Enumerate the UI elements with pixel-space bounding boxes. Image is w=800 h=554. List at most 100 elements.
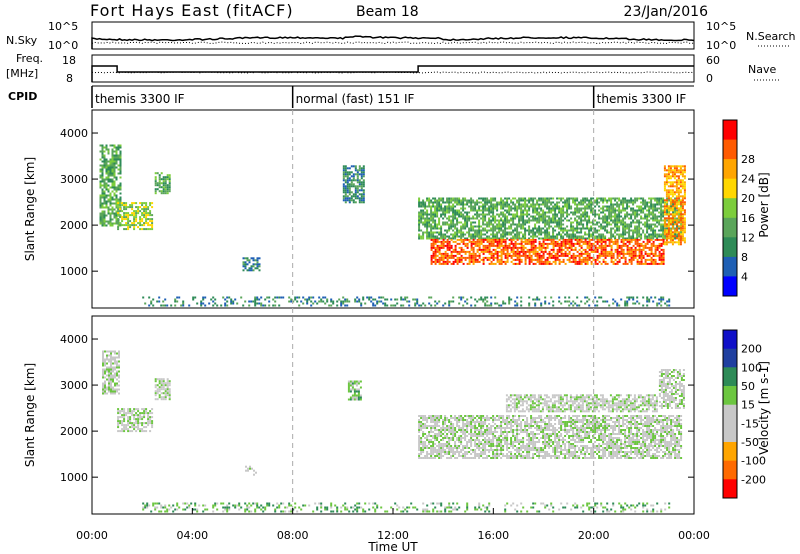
heatmap-cell <box>480 235 483 238</box>
heatmap-cell <box>602 260 605 263</box>
heatmap-cell <box>624 260 627 263</box>
heatmap-cell <box>654 233 657 236</box>
heatmap-cell <box>424 445 427 447</box>
heatmap-cell <box>528 233 531 236</box>
heatmap-cell <box>432 256 435 259</box>
heatmap-cell <box>492 197 495 200</box>
heatmap-cell <box>252 257 255 260</box>
heatmap-cell <box>110 368 112 371</box>
heatmap-cell <box>145 408 148 411</box>
heatmap-cell <box>560 225 563 228</box>
heatmap-cell <box>518 219 521 222</box>
heatmap-cell <box>430 219 433 222</box>
heatmap-cell <box>268 296 271 299</box>
heatmap-cell <box>675 185 678 188</box>
heatmap-cell <box>594 199 597 202</box>
heatmap-cell <box>422 237 425 240</box>
heatmap-cell <box>472 221 475 224</box>
heatmap-cell <box>256 259 259 262</box>
heatmap-cell <box>556 250 559 253</box>
heatmap-cell <box>538 215 541 218</box>
heatmap-cell <box>572 221 575 224</box>
heatmap-cell <box>452 221 455 224</box>
heatmap-cell <box>540 244 543 247</box>
heatmap-cell <box>119 182 122 185</box>
heatmap-cell <box>370 296 373 299</box>
heatmap-cell <box>628 248 631 251</box>
heatmap-cell <box>160 388 163 391</box>
heatmap-cell <box>260 302 263 305</box>
heatmap-cell <box>490 203 493 206</box>
heatmap-cell <box>440 244 443 247</box>
heatmap-cell <box>586 250 589 253</box>
heatmap-cell <box>448 229 451 232</box>
heatmap-cell <box>488 252 491 255</box>
heatmap-cell <box>608 207 611 210</box>
heatmap-cell <box>498 201 501 204</box>
heatmap-cell <box>308 296 311 299</box>
heatmap-cell <box>434 237 437 240</box>
heatmap-cell <box>478 221 481 224</box>
heatmap-cell <box>418 215 421 218</box>
heatmap-cell <box>436 260 439 263</box>
heatmap-cell <box>131 208 134 211</box>
heatmap-cell <box>614 248 617 251</box>
heatmap-cell <box>357 390 360 393</box>
heatmap-cell <box>448 242 451 245</box>
heatmap-cell <box>131 204 134 207</box>
heatmap-cell <box>508 233 511 236</box>
heatmap-cell <box>510 213 513 216</box>
heatmap-cell <box>129 416 132 419</box>
heatmap-cell <box>480 229 483 232</box>
heatmap-cell <box>478 237 481 240</box>
heatmap-cell <box>644 252 647 255</box>
heatmap-cell <box>476 244 479 247</box>
heatmap-cell <box>616 250 619 253</box>
heatmap-cell <box>596 242 599 245</box>
heatmap-cell <box>669 235 672 238</box>
heatmap-cell <box>578 203 581 206</box>
heatmap-cell <box>596 231 599 234</box>
heatmap-cell <box>679 185 682 188</box>
heatmap-cell <box>554 252 557 255</box>
heatmap-cell <box>494 227 497 230</box>
heatmap-cell <box>470 242 473 245</box>
heatmap-cell <box>632 229 635 232</box>
heatmap-cell <box>665 217 668 220</box>
heatmap-cell <box>656 203 659 206</box>
heatmap-cell <box>622 233 625 236</box>
heatmap-cell <box>362 169 365 172</box>
heatmap-cell <box>355 384 358 387</box>
heatmap-cell <box>663 187 666 190</box>
heatmap-cell <box>166 390 169 393</box>
heatmap-cell <box>532 244 535 247</box>
heatmap-cell <box>436 215 439 218</box>
heatmap-cell <box>681 195 684 198</box>
heatmap-cell <box>669 171 672 174</box>
heatmap-cell <box>634 211 637 214</box>
heatmap-cell <box>610 227 613 230</box>
heatmap-cell <box>578 244 581 247</box>
heatmap-cell <box>677 235 680 238</box>
heatmap-cell <box>418 445 421 447</box>
heatmap-cell <box>162 186 165 189</box>
heatmap-cell <box>418 235 421 238</box>
heatmap-cell <box>420 457 423 459</box>
heatmap-cell <box>652 254 655 257</box>
heatmap-cell <box>310 304 313 307</box>
heatmap-cell <box>582 211 585 214</box>
heatmap-cell <box>470 246 473 249</box>
heatmap-cell <box>106 370 108 373</box>
heatmap-cell <box>346 175 349 178</box>
heatmap-cell <box>560 197 563 200</box>
heatmap-cell <box>133 228 136 231</box>
heatmap-cell <box>109 216 112 219</box>
heatmap-cell <box>632 235 635 238</box>
heatmap-cell <box>610 248 613 251</box>
heatmap-cell <box>616 233 619 236</box>
heatmap-cell <box>390 298 393 301</box>
heatmap-cell <box>474 235 477 238</box>
heatmap-cell <box>544 199 547 202</box>
heatmap-cell <box>360 193 363 196</box>
heatmap-cell <box>590 203 593 206</box>
